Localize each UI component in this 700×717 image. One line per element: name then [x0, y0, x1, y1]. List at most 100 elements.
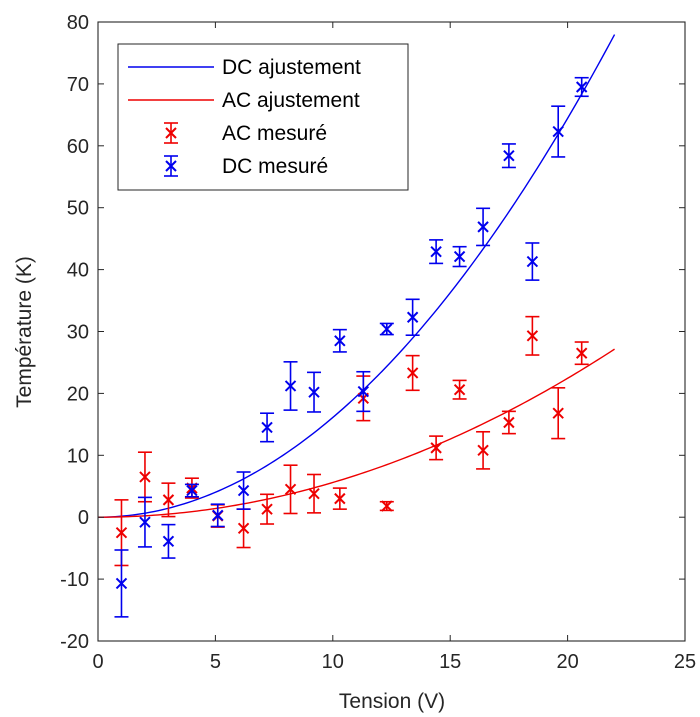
- marker-cross: [575, 347, 588, 359]
- legend-box: [117, 43, 409, 191]
- x-tick-label: 10: [322, 651, 344, 673]
- data-point: [379, 322, 394, 336]
- data-point: [551, 105, 566, 158]
- data-point: [551, 387, 566, 440]
- marker-cross: [477, 221, 489, 233]
- marker-cross: [552, 407, 564, 419]
- y-tick-label: 0: [78, 507, 89, 529]
- marker-cross: [115, 526, 128, 539]
- data-point: [236, 471, 251, 510]
- marker-cross: [552, 125, 564, 138]
- data-point: [452, 379, 467, 400]
- legend-item: AC mesuré: [164, 122, 327, 145]
- data-point: [161, 482, 176, 518]
- data-point: [260, 493, 275, 525]
- marker-cross: [477, 444, 489, 457]
- x-tick-label: 25: [674, 651, 696, 673]
- data-point: [184, 483, 199, 498]
- legend-label: DC ajustement: [222, 56, 361, 79]
- legend: DC ajustement AC ajustement AC mesuré DC me…: [117, 43, 409, 191]
- data-point: [161, 523, 176, 559]
- data-point: [332, 487, 347, 510]
- data-point: [405, 298, 420, 337]
- marker-cross: [139, 516, 151, 528]
- marker-cross: [453, 250, 466, 263]
- data-point: [574, 76, 589, 98]
- marker-cross: [575, 81, 588, 93]
- plot-area: [97, 34, 616, 618]
- y-tick-label: 30: [67, 322, 89, 344]
- x-tick-label: 20: [556, 651, 578, 673]
- marker-cross: [453, 383, 466, 396]
- marker-cross: [406, 311, 419, 323]
- legend-item: DC mesuré: [164, 155, 328, 178]
- data-point: [307, 473, 322, 514]
- y-tick-label: -20: [60, 631, 89, 653]
- axes: 0 5 10 15 20 25 -20 -10 0 10 20 30 40 50 60 70 80: [60, 12, 696, 673]
- data-point: [283, 361, 298, 411]
- fit-line-1: [97, 348, 615, 518]
- legend-swatch-marker: [165, 160, 177, 172]
- marker-cross: [237, 522, 250, 535]
- data-point: [501, 143, 516, 169]
- legend-label: DC mesuré: [222, 155, 328, 178]
- x-tick-label: 0: [92, 651, 103, 673]
- marker-cross: [357, 385, 370, 398]
- marker-cross: [503, 416, 515, 429]
- legend-label: AC mesuré: [222, 122, 327, 145]
- marker-cross: [503, 149, 515, 162]
- legend-label: AC ajustement: [222, 89, 360, 112]
- y-axis-label: Température (K): [13, 256, 36, 408]
- data-point: [405, 354, 420, 392]
- marker-cross: [430, 245, 442, 258]
- data-point: [332, 328, 347, 353]
- data-point: [210, 503, 225, 528]
- fit-line-0: [97, 34, 616, 518]
- x-tick-label: 15: [439, 651, 461, 673]
- y-tick-label: -10: [60, 569, 89, 591]
- data-point: [260, 412, 275, 443]
- marker-cross: [284, 483, 297, 496]
- marker-cross: [308, 487, 320, 500]
- marker-cross: [162, 535, 175, 548]
- data-point: [476, 430, 491, 470]
- marker-cross: [381, 500, 393, 512]
- y-tick-label: 50: [67, 198, 89, 220]
- x-tick-label: 5: [210, 651, 221, 673]
- data-point: [356, 370, 371, 413]
- marker-cross: [406, 367, 419, 379]
- y-tick-label: 10: [67, 445, 89, 467]
- y-tick-label: 70: [67, 74, 89, 96]
- marker-cross: [237, 484, 250, 497]
- y-tick-label: 60: [67, 136, 89, 158]
- data-point: [429, 435, 444, 461]
- data-point: [525, 315, 540, 356]
- data-point: [429, 239, 444, 265]
- data-point: [452, 245, 467, 268]
- data-point: [476, 207, 491, 247]
- y-tick-label: 40: [67, 260, 89, 282]
- data-point: [379, 500, 394, 512]
- data-point: [283, 464, 298, 515]
- marker-cross: [162, 494, 175, 506]
- y-tick-label: 20: [67, 383, 89, 405]
- marker-cross: [430, 442, 442, 454]
- data-point: [574, 341, 589, 366]
- marker-cross: [115, 577, 128, 590]
- y-tick-label: 80: [67, 12, 89, 34]
- data-point: [501, 410, 516, 435]
- data-point: [114, 549, 129, 618]
- marker-cross: [526, 330, 539, 342]
- legend-swatch-marker: [165, 127, 177, 139]
- marker-cross: [284, 380, 297, 392]
- marker-cross: [381, 323, 393, 335]
- marker-cross: [308, 386, 320, 398]
- marker-cross: [261, 421, 273, 434]
- data-point: [236, 508, 251, 549]
- marker-cross: [526, 255, 539, 268]
- marker-cross: [212, 509, 224, 522]
- marker-cross: [334, 335, 346, 347]
- marker-cross: [334, 492, 346, 505]
- legend-item: AC ajustement: [128, 89, 360, 112]
